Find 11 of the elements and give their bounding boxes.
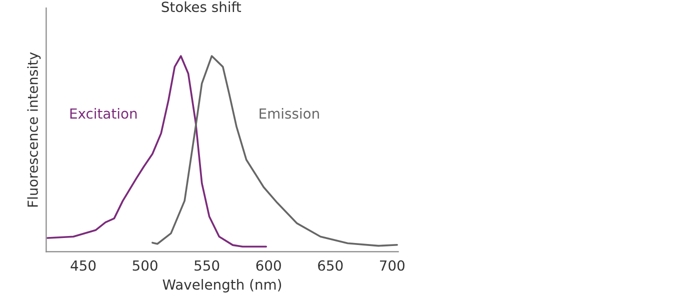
chart-title: Stokes shift (162, 1, 242, 12)
x-tick-label: 700 (380, 260, 404, 271)
x-tick-label: 650 (318, 260, 343, 271)
series-label: Excitation (70, 108, 137, 119)
x-axis-title: Wavelength (nm) (162, 279, 282, 292)
y-axis-title: Fluorescence intensity (27, 52, 41, 207)
x-tick-label: 500 (132, 260, 158, 271)
series-label: Emission (260, 108, 319, 119)
x-tick-label: 600 (256, 260, 281, 271)
x-tick-label: 550 (194, 260, 220, 271)
x-tick-label: 450 (70, 260, 96, 271)
